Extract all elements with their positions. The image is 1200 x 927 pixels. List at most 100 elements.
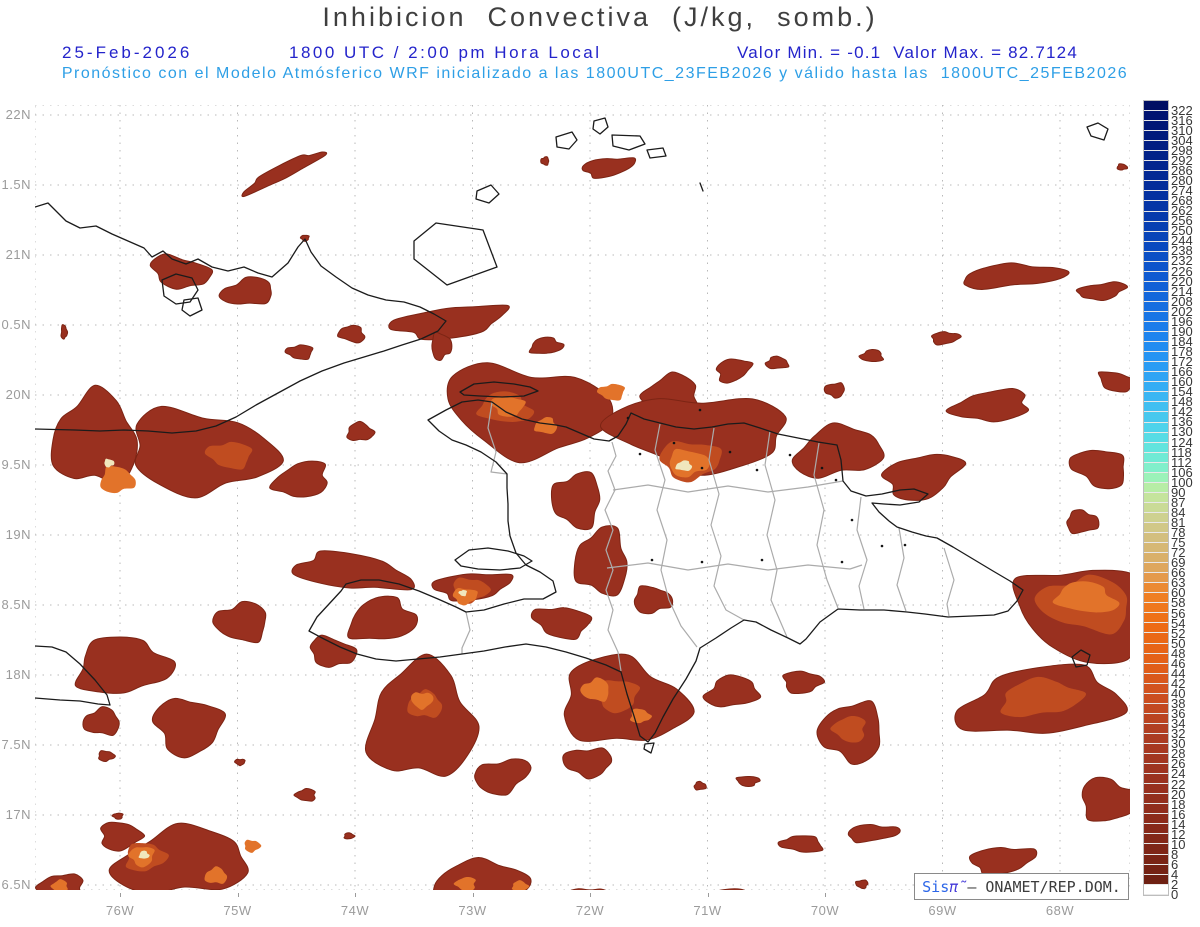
coastlines bbox=[35, 117, 1109, 754]
colorbar-label: 160 bbox=[1171, 374, 1193, 390]
colorbar-label: 10 bbox=[1171, 836, 1186, 852]
great-inagua-island bbox=[413, 222, 498, 286]
colorbar-label: 38 bbox=[1171, 696, 1186, 712]
x-axis-label: 68W bbox=[1045, 903, 1075, 918]
colorbar-cell bbox=[1144, 101, 1168, 112]
x-axis-tick bbox=[120, 893, 121, 897]
colorbar-label: 58 bbox=[1171, 595, 1186, 611]
colorbar-cell bbox=[1144, 703, 1168, 714]
colorbar-label: 8 bbox=[1171, 846, 1179, 862]
cin-shaded-regions bbox=[35, 151, 1130, 890]
colorbar-label: 50 bbox=[1171, 635, 1186, 651]
x-axis-label: 69W bbox=[928, 903, 957, 918]
colorbar-label: 316 bbox=[1171, 112, 1193, 128]
colorbar-label: 154 bbox=[1171, 384, 1193, 400]
y-axis-label: 22N bbox=[5, 107, 31, 122]
colorbar-cell bbox=[1144, 241, 1168, 252]
x-axis-label: 76W bbox=[105, 903, 135, 918]
colorbar-label: 56 bbox=[1171, 605, 1186, 621]
colorbar-cell bbox=[1144, 563, 1168, 574]
station-dots bbox=[626, 408, 907, 564]
x-axis-tick bbox=[825, 893, 826, 897]
y-axis-label: 1.5N bbox=[1, 177, 31, 192]
colorbar-cell bbox=[1144, 352, 1168, 363]
colorbar-label: 214 bbox=[1171, 283, 1193, 299]
colorbar-label: 66 bbox=[1171, 565, 1186, 581]
colorbar-cell bbox=[1144, 301, 1168, 312]
colorbar-label: 42 bbox=[1171, 675, 1186, 691]
y-axis-label: 19N bbox=[5, 527, 31, 542]
colorbar-label: 166 bbox=[1171, 364, 1193, 380]
colorbar-cell bbox=[1144, 191, 1168, 202]
colorbar-cell bbox=[1144, 342, 1168, 353]
colorbar-cell bbox=[1144, 774, 1168, 785]
colorbar-cell bbox=[1144, 291, 1168, 302]
colorbar-label: 30 bbox=[1171, 736, 1186, 752]
colorbar-label: 256 bbox=[1171, 213, 1193, 229]
colorbar-label: 34 bbox=[1171, 716, 1186, 732]
colorbar-cell bbox=[1144, 452, 1168, 463]
colorbar-cell bbox=[1144, 844, 1168, 855]
colorbar-label: 22 bbox=[1171, 776, 1186, 792]
colorbar-label: 54 bbox=[1171, 615, 1186, 631]
y-axis-label: 8.5N bbox=[1, 597, 31, 612]
colorbar-cell bbox=[1144, 372, 1168, 383]
colorbar-cell bbox=[1144, 713, 1168, 724]
little-inagua-island bbox=[475, 184, 500, 204]
colorbar-label: 40 bbox=[1171, 686, 1186, 701]
colorbar-label: 36 bbox=[1171, 706, 1186, 722]
page-title: Inhibicion Convectiva (J/kg, somb.) bbox=[322, 2, 878, 32]
colorbar-label: 286 bbox=[1171, 162, 1193, 178]
colorbar-cell bbox=[1144, 643, 1168, 654]
colorbar-label: 250 bbox=[1171, 223, 1193, 239]
colorbar-cell bbox=[1144, 432, 1168, 443]
colorbar-label: 124 bbox=[1171, 434, 1193, 450]
colorbar-label: 78 bbox=[1171, 525, 1186, 541]
y-axis-label: 6.5N bbox=[1, 877, 31, 892]
colorbar-cell bbox=[1144, 533, 1168, 544]
colorbar-label: 232 bbox=[1171, 253, 1193, 269]
y-axis-label: 21N bbox=[5, 247, 31, 262]
colorbar-cell bbox=[1144, 281, 1168, 292]
caicos-island bbox=[1086, 122, 1109, 141]
colorbar-cell bbox=[1144, 814, 1168, 825]
colorbar-label: 142 bbox=[1171, 404, 1193, 420]
colorbar-label: 202 bbox=[1171, 303, 1193, 319]
colorbar-label: 304 bbox=[1171, 132, 1193, 148]
colorbar-cell bbox=[1144, 171, 1168, 182]
caicos-island bbox=[555, 131, 578, 150]
colorbar-label: 262 bbox=[1171, 203, 1193, 219]
colorbar-cell bbox=[1144, 382, 1168, 393]
colorbar-label: 26 bbox=[1171, 756, 1186, 772]
colorbar-label: 136 bbox=[1171, 414, 1193, 430]
caicos-island bbox=[611, 134, 646, 151]
y-axis-label: 20N bbox=[5, 387, 31, 402]
colorbar-cell bbox=[1144, 824, 1168, 835]
colorbar-label: 48 bbox=[1171, 645, 1186, 661]
colorbar-cell bbox=[1144, 512, 1168, 523]
colorbar-cell bbox=[1144, 764, 1168, 775]
colorbar-label: 190 bbox=[1171, 323, 1193, 339]
colorbar-cell bbox=[1144, 111, 1168, 122]
colorbar-cell bbox=[1144, 141, 1168, 152]
colorbar-cell bbox=[1144, 673, 1168, 684]
colorbar-label: 32 bbox=[1171, 726, 1186, 742]
colorbar-cell bbox=[1144, 754, 1168, 765]
colorbar-label: 90 bbox=[1171, 484, 1186, 500]
colorbar-label: 69 bbox=[1171, 555, 1186, 571]
colorbar-cell bbox=[1144, 633, 1168, 644]
colorbar-label: 75 bbox=[1171, 535, 1186, 551]
colorbar-label: 20 bbox=[1171, 786, 1186, 802]
colorbar-label: 46 bbox=[1171, 655, 1186, 671]
y-axis-label: 18N bbox=[5, 667, 31, 682]
colorbar-cell bbox=[1144, 442, 1168, 453]
brand-pi-icon: π̃ bbox=[949, 877, 968, 896]
colorbar-label: 4 bbox=[1171, 867, 1179, 883]
colorbar-label: 60 bbox=[1171, 585, 1186, 601]
colorbar-label: 310 bbox=[1171, 122, 1193, 138]
colorbar-label: 18 bbox=[1171, 796, 1186, 812]
colorbar-cell bbox=[1144, 623, 1168, 634]
colorbar-cell bbox=[1144, 261, 1168, 272]
x-axis-tick bbox=[472, 893, 474, 897]
